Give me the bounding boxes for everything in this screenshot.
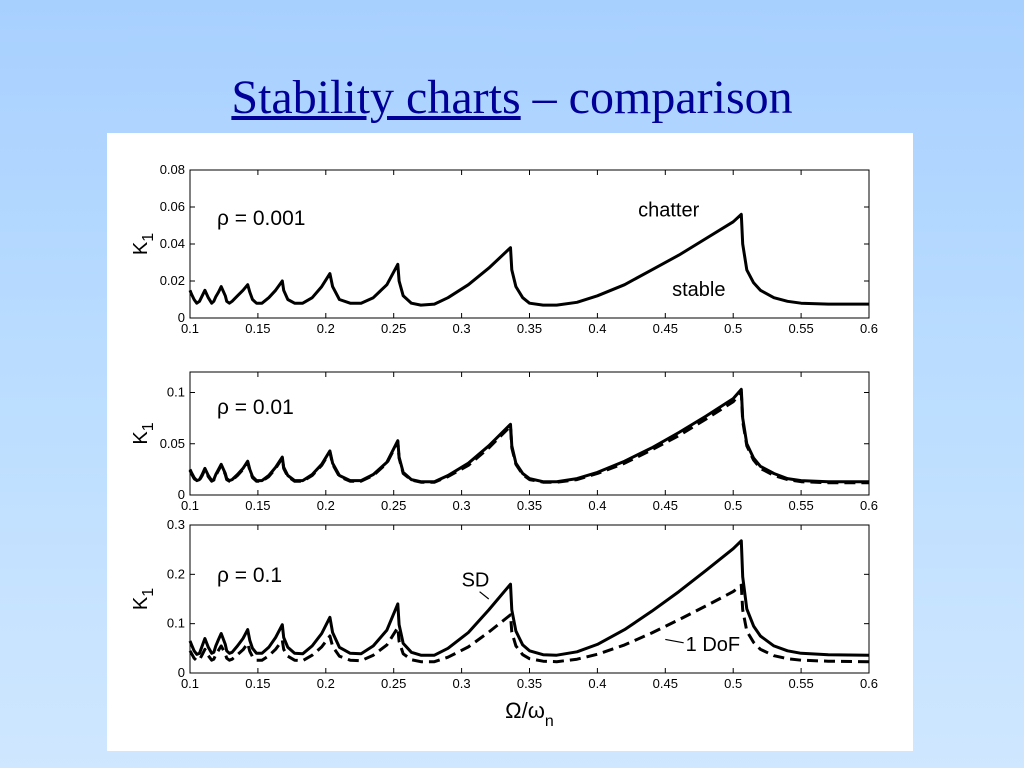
x-tick-label: 0.35: [517, 498, 542, 513]
slide-title: Stability charts – comparison: [0, 68, 1024, 134]
series-label-pointer: [665, 638, 684, 644]
y-tick-label: 0.2: [167, 566, 185, 581]
x-tick-label: 0.4: [588, 676, 606, 691]
x-tick-label: 0.25: [381, 676, 406, 691]
x-tick-label: 0.45: [653, 498, 678, 513]
x-tick-label: 0.35: [517, 321, 542, 336]
axes-box: [189, 169, 870, 319]
title-rest: – comparison: [520, 71, 793, 124]
y-tick-label: 0.08: [160, 162, 185, 177]
y-tick-label: 0: [178, 665, 185, 680]
x-tick-label: 0.45: [653, 321, 678, 336]
x-tick-label: 0.35: [517, 676, 542, 691]
chart-panel-3: 0.1 0.15 0.2 0.25 0.3 0.35 0.4 0.45 0.5 0.55 0.600…: [130, 517, 878, 730]
x-tick-label: 0.6: [860, 676, 878, 691]
series-label: 1 DoF: [686, 634, 740, 656]
y-axis-label: K1: [130, 422, 157, 444]
x-tick-label: 0.3: [453, 321, 471, 336]
rho-annotation: ρ = 0.01: [217, 396, 294, 419]
x-tick-label: 0.3: [453, 498, 471, 513]
rho-annotation: ρ = 0.1: [217, 564, 282, 587]
x-tick-label: 0.6: [860, 321, 878, 336]
y-tick-label: 0: [178, 310, 185, 325]
x-tick-label: 0.25: [381, 498, 406, 513]
stability-charts: 0.1 0.15 0.2 0.25 0.3 0.35 0.4 0.45 0.5 0.55 0.600…: [130, 162, 878, 730]
y-tick-label: 0.04: [160, 236, 185, 251]
figure-panel: 0.1 0.15 0.2 0.25 0.3 0.35 0.4 0.45 0.5 0.55 0.6 0 0…: [107, 133, 913, 751]
x-tick-label: 0.15: [245, 321, 270, 336]
y-tick-label: 0.06: [160, 199, 185, 214]
x-tick-label: 0.4: [588, 321, 606, 336]
x-tick-label: 0.55: [788, 676, 813, 691]
x-tick-label: 0.4: [588, 498, 606, 513]
x-tick-label: 0.15: [245, 498, 270, 513]
axes-box: [189, 371, 870, 496]
series-label-pointer: [479, 591, 490, 600]
y-tick-label: 0.3: [167, 517, 185, 532]
x-tick-label: 0.5: [724, 676, 742, 691]
series-line-solid: [188, 212, 869, 307]
x-tick-label: 0.1: [181, 321, 199, 336]
x-tick-label: 0.6: [860, 498, 878, 513]
x-tick-label: 0.55: [788, 321, 813, 336]
y-axis-label: K1: [130, 233, 157, 255]
x-tick-label: 0.3: [453, 676, 471, 691]
x-axis-label: Ω/ωn: [505, 698, 554, 730]
y-tick-label: 0.02: [160, 273, 185, 288]
x-tick-label: 0.5: [724, 321, 742, 336]
y-axis-label: K1: [130, 588, 157, 610]
x-tick-label: 0.2: [317, 321, 335, 336]
series-line-solid: [188, 539, 870, 657]
x-tick-label: 0.25: [381, 321, 406, 336]
x-tick-label: 0.5: [724, 498, 742, 513]
x-tick-label: 0.2: [317, 676, 335, 691]
chart-panel-2: 0.1 0.15 0.2 0.25 0.3 0.35 0.4 0.45 0.5 0.55 0.600…: [130, 371, 878, 513]
region-label-stable: stable: [672, 279, 725, 301]
chart-panel-1: 0.1 0.15 0.2 0.25 0.3 0.35 0.4 0.45 0.5 0.55 0.6 0 0…: [130, 162, 878, 336]
y-tick-label: 0.1: [167, 616, 185, 631]
x-tick-label: 0.15: [245, 676, 270, 691]
x-tick-label: 0.1: [181, 498, 199, 513]
series-line-dashed: [188, 391, 869, 485]
y-tick-label: 0.05: [160, 436, 185, 451]
x-tick-label: 0.2: [317, 498, 335, 513]
y-tick-label: 0: [178, 487, 185, 502]
y-tick-label: 0.1: [167, 385, 185, 400]
region-label-chatter: chatter: [638, 199, 699, 221]
title-link[interactable]: Stability charts: [231, 71, 521, 124]
x-tick-label: 0.45: [653, 676, 678, 691]
rho-annotation: ρ = 0.001: [217, 207, 305, 230]
x-tick-label: 0.1: [181, 676, 199, 691]
x-tick-label: 0.55: [788, 498, 813, 513]
series-label: SD: [462, 570, 490, 592]
series-line-dashed: [188, 583, 870, 664]
